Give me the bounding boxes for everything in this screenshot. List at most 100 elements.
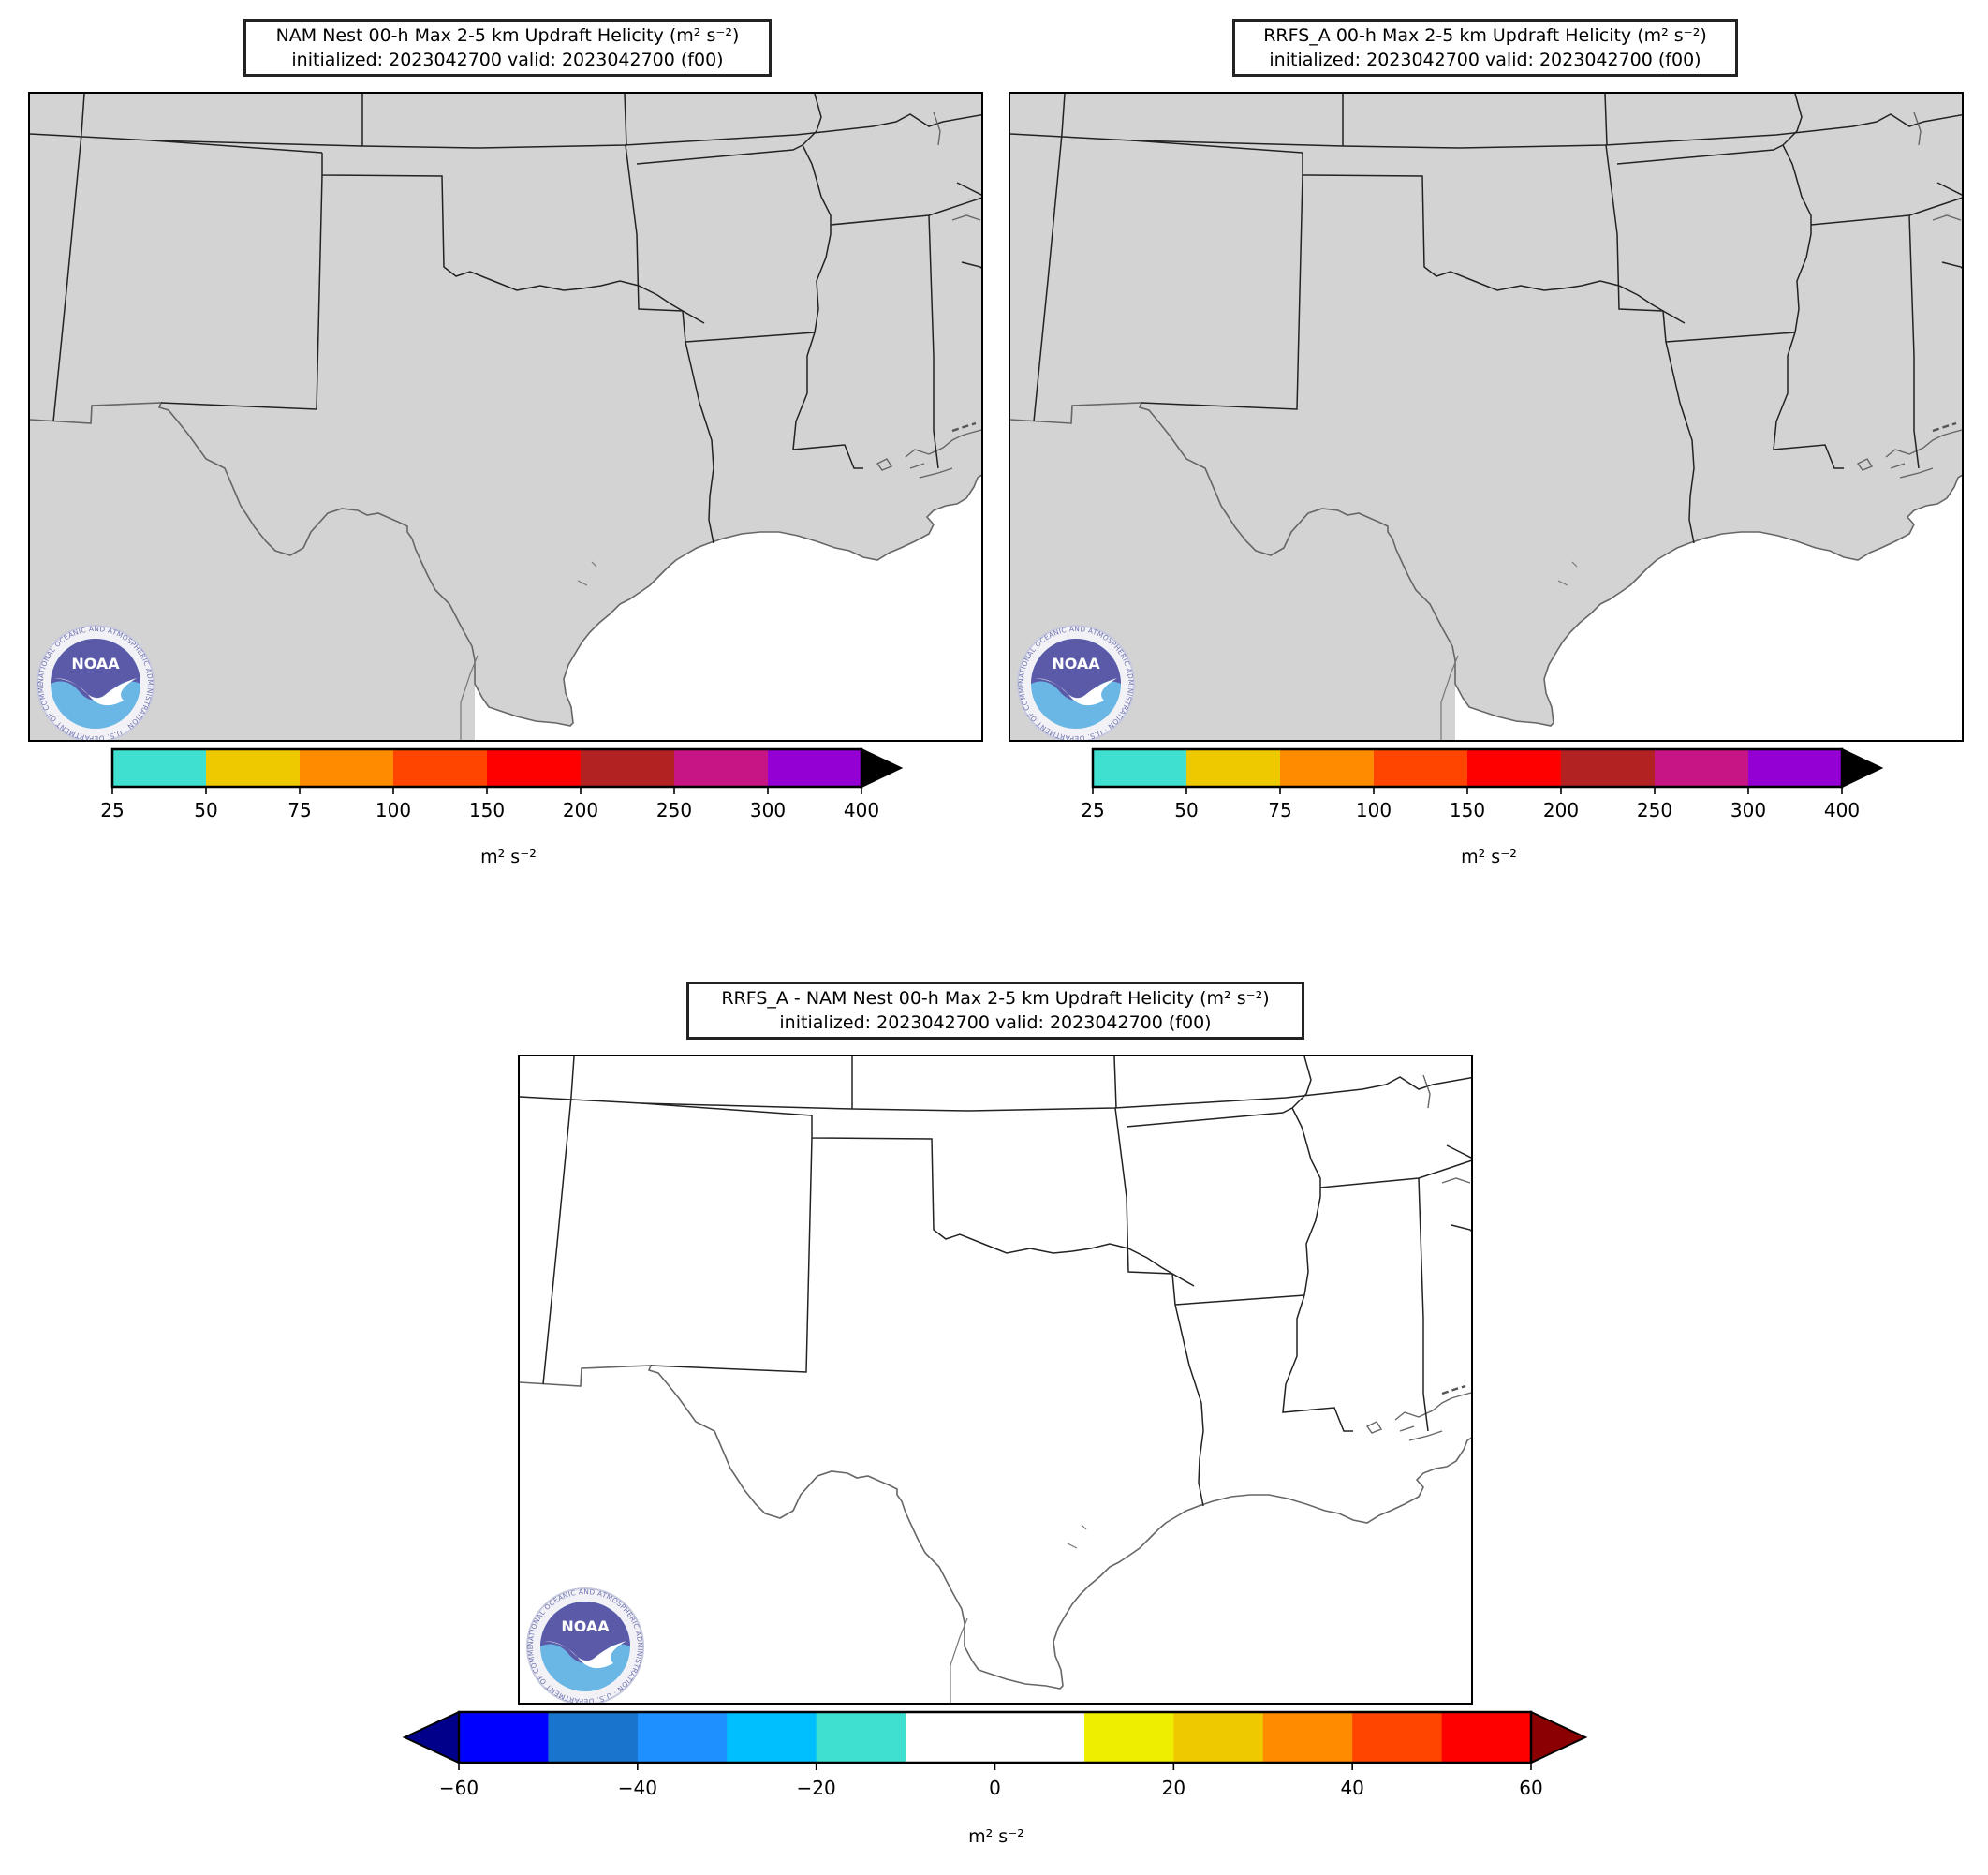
panel2-map: NOAA NATIONAL OCEANIC AND ATMOSPHERIC ADM… — [1009, 92, 1964, 742]
state-border — [802, 94, 822, 146]
state-border — [542, 1056, 575, 1385]
state-border — [685, 332, 816, 343]
state-border — [1174, 1294, 1305, 1306]
colorbar-extend-max — [861, 747, 904, 789]
colorbar-tick-label: 0 — [989, 1777, 1001, 1799]
state-border — [1319, 1076, 1471, 1095]
panel3-title-line1: RRFS_A - NAM Nest 00-h Max 2-5 km Updraf… — [721, 988, 1270, 1009]
state-border — [1605, 144, 1686, 324]
state-border — [811, 1115, 1173, 1275]
state-border — [1171, 1273, 1204, 1507]
colorbar-tick-label: 25 — [100, 799, 124, 821]
gulf-of-mexico — [965, 1438, 1471, 1703]
delta-border — [1441, 1384, 1466, 1395]
state-border — [151, 140, 323, 154]
state-border — [1941, 261, 1962, 270]
colorbar-segment — [906, 1712, 995, 1763]
logo-sky — [51, 639, 140, 701]
state-border — [321, 153, 684, 312]
colorbar-tick-label: 60 — [1519, 1777, 1542, 1799]
colorbar-tick-label: −20 — [797, 1777, 836, 1799]
coastline — [520, 1365, 1471, 1690]
colorbar-segment — [1467, 749, 1561, 787]
colorbar-segment — [1093, 749, 1186, 787]
colorbar-tick-label: 50 — [1174, 799, 1198, 821]
colorbar-segment — [581, 749, 674, 787]
logo-sky — [1031, 639, 1121, 701]
state-border — [1451, 1224, 1471, 1233]
state-border — [624, 94, 627, 146]
logo-text: NOAA — [561, 1617, 610, 1635]
colorbar-extend-max — [1841, 747, 1884, 789]
state-border — [160, 174, 323, 410]
state-border — [52, 94, 85, 422]
colorbar-segment — [548, 1712, 639, 1763]
colorbar-segment — [1561, 749, 1655, 787]
panel1-colorbar-label: m² s⁻² — [480, 847, 537, 867]
colorbar-tick-label: 40 — [1340, 1777, 1363, 1799]
barrier-islands — [460, 561, 597, 740]
lake-outline — [1932, 214, 1962, 221]
colorbar-segment — [816, 1712, 906, 1763]
state-border — [641, 1102, 813, 1116]
colorbar-segment — [1186, 749, 1280, 787]
panel1-colorbar: 25 50 75 100 150 200 250 300 400 — [100, 747, 906, 832]
state-border — [1936, 182, 1962, 196]
state-border — [1319, 1159, 1471, 1188]
state-border — [625, 144, 705, 324]
delta-border — [1932, 421, 1957, 433]
panel3-colorbar-label: m² s⁻² — [968, 1826, 1024, 1847]
colorbar-tick-label: 150 — [469, 799, 505, 821]
state-border — [1302, 153, 1664, 312]
panel3-title: RRFS_A - NAM Nest 00-h Max 2-5 km Updraf… — [686, 982, 1304, 1040]
colorbar-segment — [300, 749, 393, 787]
panel1-title: NAM Nest 00-h Max 2-5 km Updraft Helicit… — [243, 19, 772, 77]
mississippi-delta — [876, 429, 981, 479]
colorbar-tick-label: 400 — [1824, 799, 1860, 821]
coastline — [30, 402, 981, 727]
colorbar-tick-label: 200 — [1543, 799, 1579, 821]
panel1-map: NOAA NATIONAL OCEANIC AND ATMOSPHERIC ADM… — [28, 92, 983, 742]
state-border — [1126, 1107, 1293, 1128]
colorbar-tick-label: 75 — [287, 799, 311, 821]
panel2-title-line2: initialized: 2023042700 valid: 202304270… — [1269, 50, 1701, 70]
state-border — [1810, 113, 1962, 132]
barrier-islands — [950, 1524, 1087, 1703]
colorbar-tick-label: 100 — [376, 799, 411, 821]
panel1-title-line1: NAM Nest 00-h Max 2-5 km Updraft Helicit… — [275, 25, 740, 46]
colorbar-tick-label: 200 — [563, 799, 598, 821]
panel3-title-line2: initialized: 2023042700 valid: 202304270… — [779, 1012, 1212, 1033]
state-border — [1113, 1056, 1117, 1109]
coastline — [1010, 402, 1962, 727]
state-border — [1418, 1177, 1429, 1432]
colorbar-tick-label: 400 — [844, 799, 879, 821]
state-border — [1604, 94, 1608, 146]
kentucky-lake — [1913, 111, 1922, 146]
state-border — [961, 261, 981, 270]
panel2-title: RRFS_A 00-h Max 2-5 km Updraft Helicity … — [1232, 19, 1738, 77]
logo-text: NOAA — [1052, 655, 1100, 672]
colorbar-tick-label: −40 — [618, 1777, 657, 1799]
colorbar-tick-label: 25 — [1081, 799, 1104, 821]
colorbar-segment — [674, 749, 768, 787]
state-border — [928, 214, 939, 469]
gulf-of-mexico — [1455, 475, 1962, 740]
panel3-colorbar: −60 −40 −20 0 20 40 60 — [402, 1710, 1592, 1799]
colorbar-segment — [1655, 749, 1748, 787]
state-border — [1114, 1107, 1195, 1287]
panel1-title-line2: initialized: 2023042700 valid: 202304270… — [291, 50, 724, 70]
colorbar-segment — [393, 749, 487, 787]
colorbar-tick-label: 20 — [1162, 1777, 1185, 1799]
colorbar-tick-label: 300 — [750, 799, 786, 821]
colorbar-segment — [1352, 1712, 1443, 1763]
colorbar-segment — [768, 749, 861, 787]
colorbar-tick-label: 50 — [194, 799, 217, 821]
colorbar-segment — [206, 749, 300, 787]
mississippi-delta — [1856, 429, 1962, 479]
state-border — [1291, 1056, 1312, 1109]
barrier-islands — [1440, 561, 1578, 740]
lake-outline — [1441, 1177, 1471, 1184]
